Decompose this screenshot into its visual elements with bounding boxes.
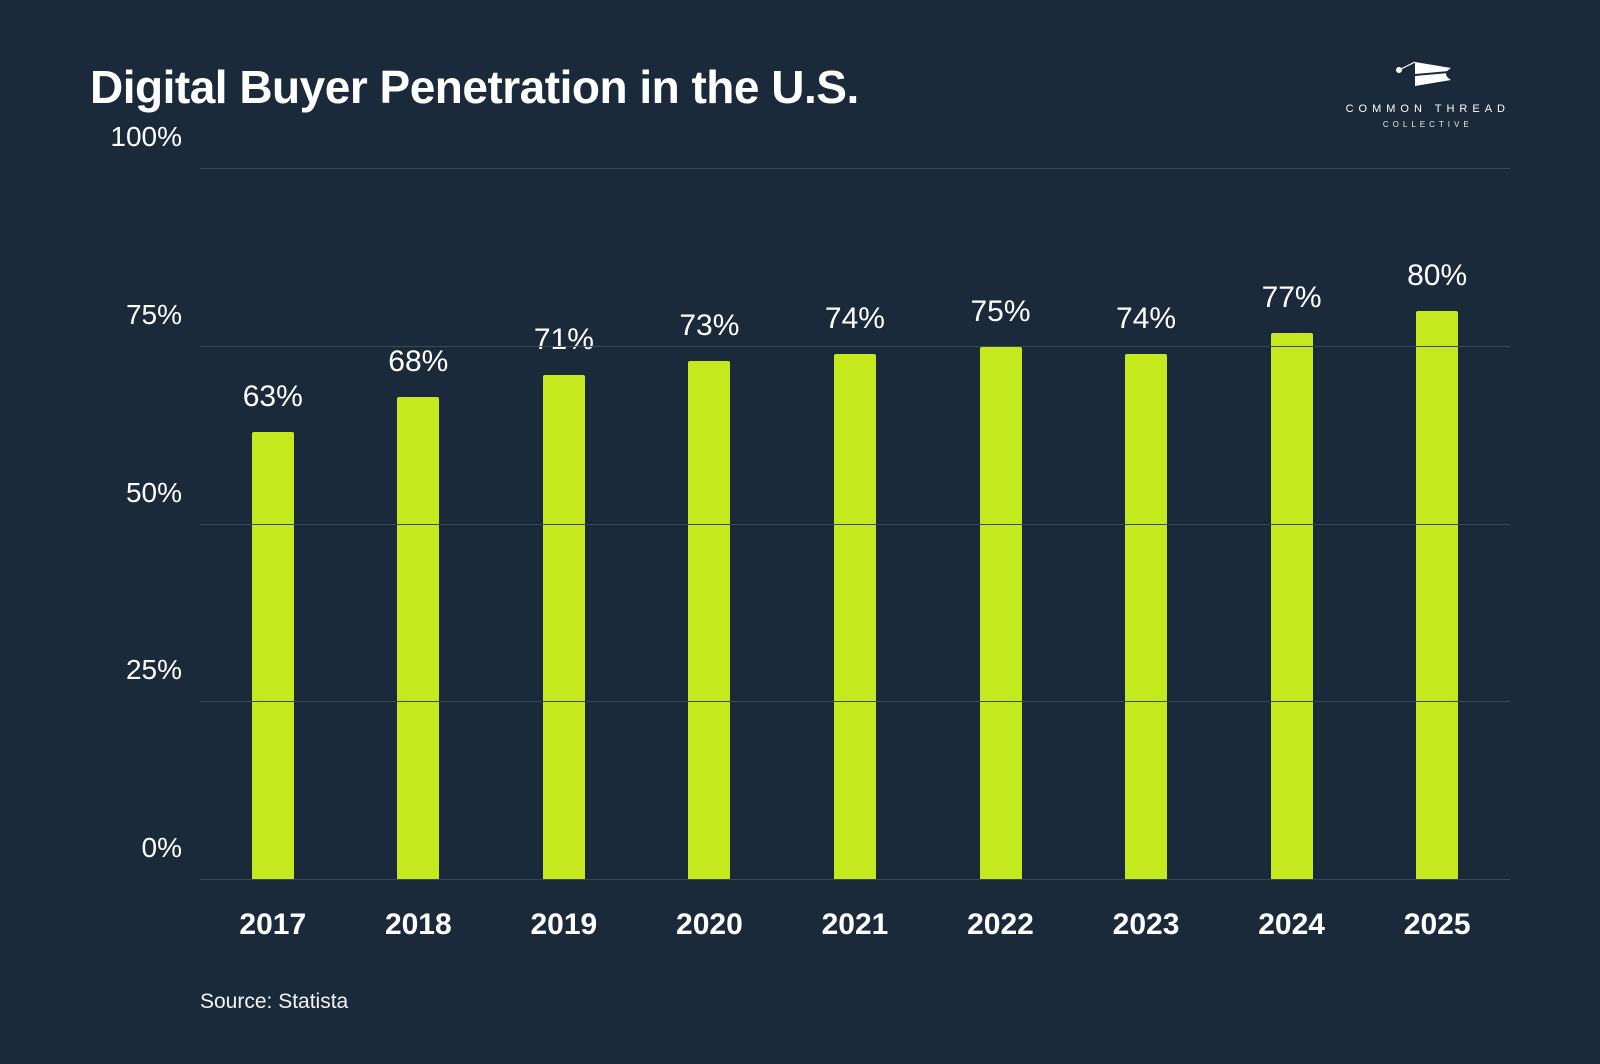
bar-value-label: 80%: [1407, 259, 1467, 293]
chart-plot-area: 0%25%50%75%100% 63%68%71%73%74%75%74%77%…: [90, 169, 1510, 880]
bar: [1416, 311, 1458, 880]
bar-value-label: 74%: [1116, 302, 1176, 336]
x-tick-label: 2024: [1219, 908, 1365, 942]
bar-value-label: 63%: [243, 380, 303, 414]
gridline: [200, 879, 1510, 880]
bar-value-label: 77%: [1262, 281, 1322, 315]
x-axis: 201720182019202020212022202320242025: [200, 908, 1510, 942]
bar-value-label: 71%: [534, 323, 594, 357]
x-tick-label: 2021: [782, 908, 928, 942]
x-tick-label: 2017: [200, 908, 346, 942]
brand-logo: COMMON THREAD COLLECTIVE: [1346, 60, 1510, 129]
bar-value-label: 75%: [970, 295, 1030, 329]
gridline: [200, 701, 1510, 702]
bar: [543, 375, 585, 880]
y-tick-label: 50%: [126, 477, 182, 509]
x-tick-label: 2022: [928, 908, 1074, 942]
bar: [397, 397, 439, 880]
y-tick-label: 100%: [110, 121, 182, 153]
y-tick-label: 0%: [142, 832, 182, 864]
x-tick-label: 2023: [1073, 908, 1219, 942]
bar-value-label: 68%: [388, 345, 448, 379]
bar-value-label: 73%: [679, 309, 739, 343]
x-tick-label: 2018: [346, 908, 492, 942]
header: Digital Buyer Penetration in the U.S. CO…: [90, 60, 1510, 129]
bar: [252, 432, 294, 880]
source-attribution: Source: Statista: [200, 990, 1510, 1014]
bar: [1271, 333, 1313, 880]
chart-container: Digital Buyer Penetration in the U.S. CO…: [0, 0, 1600, 1064]
y-tick-label: 75%: [126, 299, 182, 331]
x-tick-label: 2019: [491, 908, 637, 942]
flag-icon: [1393, 60, 1463, 98]
x-tick-label: 2025: [1364, 908, 1510, 942]
y-axis: 0%25%50%75%100%: [90, 169, 200, 880]
bar: [980, 347, 1022, 880]
bar: [688, 361, 730, 880]
x-tick-label: 2020: [637, 908, 783, 942]
bar: [834, 354, 876, 880]
logo-text-top: COMMON THREAD: [1346, 102, 1510, 116]
gridline: [200, 346, 1510, 347]
logo-text-bottom: COLLECTIVE: [1383, 120, 1473, 129]
chart-title: Digital Buyer Penetration in the U.S.: [90, 60, 859, 114]
plot-region: 63% 68% 71% 73% 74% 75% 74% 77% 80%: [200, 169, 1510, 880]
y-tick-label: 25%: [126, 654, 182, 686]
gridline: [200, 524, 1510, 525]
bar: [1125, 354, 1167, 880]
gridline: [200, 168, 1510, 169]
bar-value-label: 74%: [825, 302, 885, 336]
